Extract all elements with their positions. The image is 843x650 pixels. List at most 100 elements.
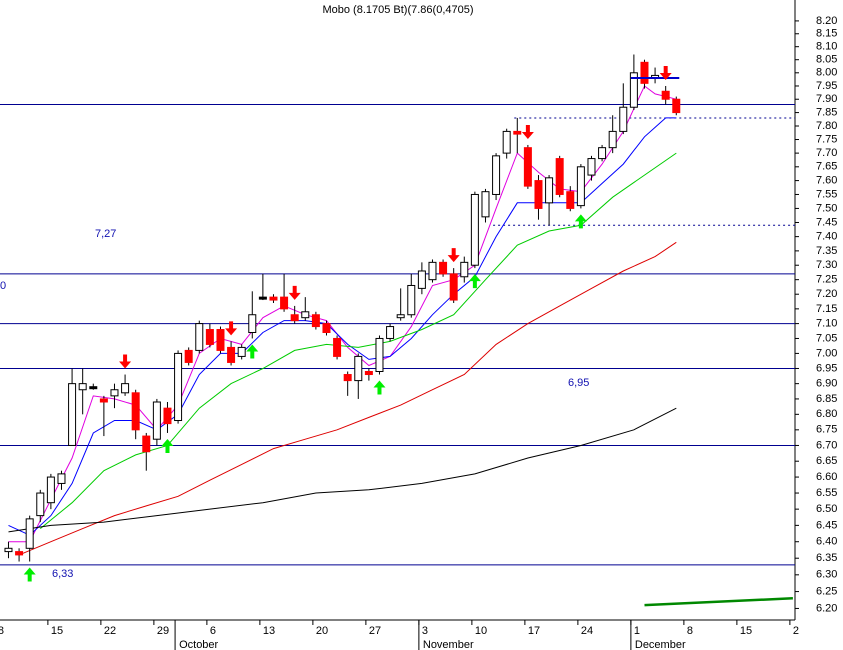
candle-body (492, 155, 501, 195)
x-tick-label: 10 (475, 625, 487, 637)
candle-body (163, 407, 172, 425)
y-tick-label: 7.75 (816, 133, 837, 145)
candle-body (375, 337, 384, 373)
candle-body (439, 261, 448, 275)
candle-body (322, 323, 331, 334)
y-tick-label: 6.85 (816, 393, 837, 405)
x-tick-label: 8 (0, 625, 4, 637)
candle-body (301, 311, 310, 319)
candle-body (566, 191, 575, 209)
y-tick-label: 6.70 (816, 439, 837, 451)
candle-body (152, 401, 161, 440)
candle-body (269, 296, 278, 301)
y-tick-label: 7.30 (816, 259, 837, 271)
y-tick-label: 7.80 (816, 120, 837, 132)
candle-body (258, 296, 267, 300)
sell-arrow (521, 124, 534, 139)
y-tick-label: 7.90 (816, 93, 837, 105)
candle-body (640, 61, 649, 84)
y-tick-label: 7.25 (816, 274, 837, 286)
y-tick-label: 7.55 (816, 188, 837, 200)
y-tick-label: 7.20 (816, 288, 837, 300)
candle-body (417, 270, 426, 289)
candle-body (555, 158, 564, 195)
candle-body (460, 261, 469, 278)
candle-body (110, 389, 119, 397)
month-label: December (635, 639, 686, 650)
candle-body (608, 130, 617, 149)
y-tick-label: 7.00 (816, 347, 837, 359)
candle-body (428, 261, 437, 281)
y-tick-label: 6.60 (816, 471, 837, 483)
indicator-line (18, 241, 677, 556)
x-tick-label: 2 (793, 625, 799, 637)
y-tick-label: 7.35 (816, 245, 837, 257)
y-tick-label: 7.40 (816, 231, 837, 243)
candle-body (333, 337, 342, 357)
sell-arrow (225, 321, 238, 336)
x-tick-label: 1 (634, 625, 640, 637)
month-label: November (423, 639, 474, 650)
candle-body (534, 180, 543, 209)
candle-body (57, 473, 66, 484)
candle-body (598, 147, 607, 160)
x-tick-label: 13 (263, 625, 275, 637)
line-label: 6,33 (52, 568, 73, 580)
x-tick-label: 24 (581, 625, 593, 637)
y-tick-label: 7.15 (816, 303, 837, 315)
buy-arrow (246, 344, 259, 359)
y-tick-label: 6.45 (816, 519, 837, 531)
y-tick-label: 6.25 (816, 585, 837, 597)
sell-arrow (447, 248, 460, 263)
x-tick-label: 29 (157, 625, 169, 637)
x-tick-label: 15 (51, 625, 63, 637)
y-tick-label: 7.05 (816, 332, 837, 344)
candle-body (661, 90, 670, 100)
y-tick-label: 7.10 (816, 318, 837, 330)
candle-body (587, 158, 596, 176)
chart-title: Mobo (8.1705 Bt)(7.86(0,4705) (322, 4, 473, 16)
candle-body (25, 518, 34, 549)
x-tick-label: 22 (104, 625, 116, 637)
x-tick-label: 27 (369, 625, 381, 637)
candle-body (619, 106, 628, 132)
x-tick-label: 17 (528, 625, 540, 637)
y-tick-label: 6.35 (816, 552, 837, 564)
candle-body (205, 329, 214, 345)
y-tick-label: 6.90 (816, 378, 837, 390)
y-tick-label: 6.55 (816, 487, 837, 499)
candle-body (227, 346, 236, 363)
buy-arrow (574, 214, 587, 229)
candle-body (311, 314, 320, 328)
y-tick-label: 6.95 (816, 362, 837, 374)
candle-body (354, 355, 363, 382)
buy-arrow (161, 438, 174, 453)
y-tick-label: 7.95 (816, 80, 837, 92)
sell-arrow (288, 285, 301, 300)
y-tick-label: 8.10 (816, 41, 837, 53)
candle-body (672, 98, 681, 114)
candle-body (195, 323, 204, 351)
annotation: 0 (0, 280, 6, 292)
candle-body (4, 547, 13, 553)
x-tick-label: 6 (210, 625, 216, 637)
candle-body (386, 326, 395, 339)
y-tick-label: 6.30 (816, 569, 837, 581)
candle-body (15, 551, 24, 556)
candle-body (576, 166, 585, 207)
candle-body (184, 349, 193, 363)
buy-arrow (373, 380, 386, 395)
buy-arrow (468, 274, 481, 289)
candle-body (121, 383, 130, 394)
y-tick-label: 6.65 (816, 455, 837, 467)
candle-body (502, 130, 511, 154)
candle-body (523, 147, 532, 187)
candle-body (36, 492, 45, 517)
y-tick-label: 6.75 (816, 424, 837, 436)
candle-body (545, 177, 554, 204)
candle-body (629, 72, 638, 108)
y-tick-label: 6.80 (816, 408, 837, 420)
buy-arrow (23, 567, 36, 582)
line-label: 7,27 (95, 228, 116, 240)
